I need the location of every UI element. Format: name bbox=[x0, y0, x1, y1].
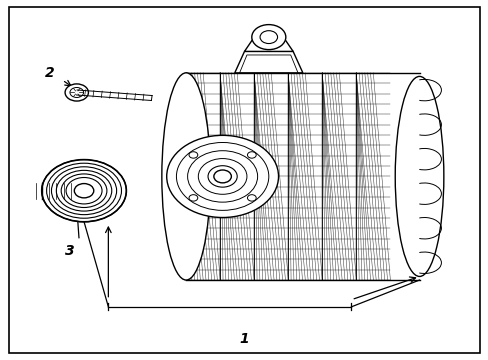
Circle shape bbox=[189, 152, 197, 158]
Circle shape bbox=[166, 135, 278, 217]
Circle shape bbox=[74, 184, 94, 198]
Text: 1: 1 bbox=[239, 332, 249, 346]
Bar bbox=[186, 73, 389, 280]
Circle shape bbox=[247, 152, 256, 158]
Polygon shape bbox=[244, 37, 292, 51]
Circle shape bbox=[247, 195, 256, 201]
Ellipse shape bbox=[162, 73, 210, 280]
Circle shape bbox=[260, 31, 277, 44]
Text: 3: 3 bbox=[64, 244, 74, 258]
Ellipse shape bbox=[394, 76, 443, 276]
Circle shape bbox=[65, 84, 88, 101]
Circle shape bbox=[213, 170, 231, 183]
Circle shape bbox=[189, 195, 197, 201]
Circle shape bbox=[251, 24, 285, 50]
Ellipse shape bbox=[41, 159, 126, 222]
Text: 2: 2 bbox=[45, 66, 55, 80]
Polygon shape bbox=[234, 51, 302, 73]
